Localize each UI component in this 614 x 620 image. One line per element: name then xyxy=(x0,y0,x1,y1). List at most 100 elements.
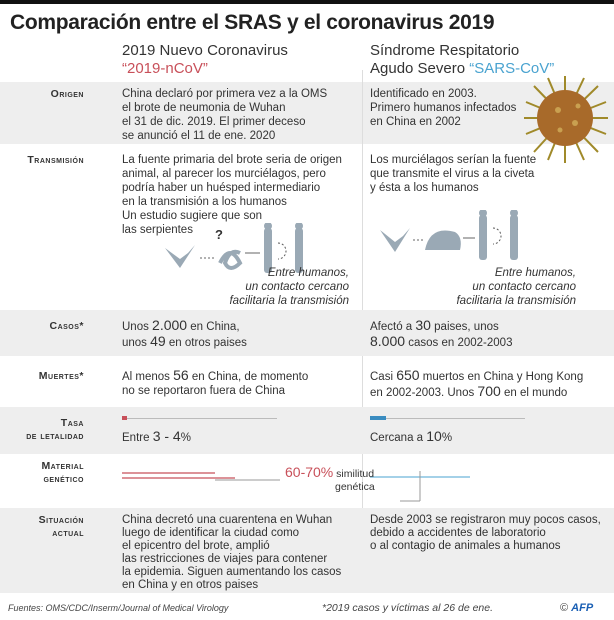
row-label: Material genético xyxy=(41,460,84,486)
text: casos en 2002-2003 xyxy=(405,337,513,349)
transmission-note-ncov: Entre humanos, un contacto cercano facilit… xyxy=(229,266,349,308)
text: Unos xyxy=(122,321,153,333)
row-label: Muertes* xyxy=(38,370,84,382)
human-icon xyxy=(295,228,303,273)
label-line: genético xyxy=(43,473,84,485)
column-title: Síndrome Respitatorio xyxy=(370,42,520,59)
label-line: de letalidad xyxy=(26,430,84,442)
number: 56 xyxy=(173,367,189,383)
number: 700 xyxy=(477,383,501,399)
page-title: Comparación entre el SRAS y el coronavir… xyxy=(10,11,495,34)
text-line: facilitaria la transmisión xyxy=(229,295,349,307)
text-line: un contacto cercano xyxy=(472,281,576,293)
row-casos: Casos* Unos 2.000 en China, unos 49 en o… xyxy=(0,310,614,356)
text: en otros paises xyxy=(165,337,247,349)
text-line: Los murciélagos serían la fuente xyxy=(370,154,537,166)
human-icon xyxy=(264,228,272,273)
text: en China, xyxy=(187,321,240,333)
text-line: Entre humanos, xyxy=(494,267,576,279)
transmision-ncov: La fuente primaria del brote seria de or… xyxy=(122,153,342,237)
text-line: en la transmisión a los humanos xyxy=(122,196,287,208)
transmission-note-sars: Entre humanos, un contacto cercano facilit… xyxy=(456,266,576,308)
text: en China, de momento xyxy=(188,371,309,383)
text-line: y ésta a los humanos xyxy=(370,182,479,194)
text: en el mundo xyxy=(500,387,568,399)
label-line: Material xyxy=(41,460,84,472)
text-line: China decretó una cuarentena en Wuhan xyxy=(122,514,333,526)
transmission-sars-icons xyxy=(380,210,518,260)
text: unos xyxy=(122,337,151,349)
text: Afectó a xyxy=(370,321,416,333)
column-name: “2019-nCoV” xyxy=(122,60,208,77)
genetic-similarity-diagram xyxy=(122,471,470,502)
text-line: podría haber un huésped intermediario xyxy=(122,182,321,194)
label-line: Tasa xyxy=(60,417,84,429)
text-line: Identificado en 2003. xyxy=(370,88,477,100)
text-line: el 31 de dic. 2019. El primer deceso xyxy=(122,116,306,128)
row-tasa: Tasa de letalidad Entre 3 - 4% Cercana a … xyxy=(0,407,614,454)
number: 30 xyxy=(415,317,431,333)
row-muertes: Muertes* Al menos 56 en China, de moment… xyxy=(0,360,614,406)
text: muertos en China y Hong Kong xyxy=(419,371,584,383)
transmission-ncov-icons xyxy=(165,223,303,273)
text: Entre xyxy=(122,432,153,444)
similarity-percent: 60-70% xyxy=(285,464,334,480)
number: 3 - 4 xyxy=(152,428,181,444)
text: no se reportaron fuera de China xyxy=(122,385,286,397)
lethality-bar-ncov xyxy=(122,416,128,420)
number: 10 xyxy=(426,428,442,444)
text-line: La fuente primaria del brote seria de or… xyxy=(122,154,342,166)
text-line: el epicentro del brote, amplió xyxy=(122,540,270,552)
text-line: facilitaria la transmisión xyxy=(456,295,576,307)
row-label: Transmisión xyxy=(27,154,84,166)
label-line: actual xyxy=(52,527,84,539)
column-header-ncov: 2019 Nuevo Coronavirus “2019-nCoV” xyxy=(122,42,288,78)
text-line: luego de identificar la ciudad como xyxy=(122,527,300,539)
sources: Fuentes: OMS/CDC/Inserm/Journal of Medic… xyxy=(8,603,229,613)
muertes-ncov: Al menos 56 en China, de momento no se r… xyxy=(122,368,308,398)
lethality-scale-ncov xyxy=(122,418,277,419)
snake-icon xyxy=(218,249,243,270)
column-title: 2019 Nuevo Coronavirus xyxy=(122,42,288,59)
circular-arrows-icon xyxy=(492,227,502,245)
text-line: en China en 2002 xyxy=(370,116,461,128)
transmision-sars: Los murciélagos serían la fuente que tran… xyxy=(370,153,536,195)
bat-icon xyxy=(165,245,195,268)
text: similitud xyxy=(333,468,375,480)
muertes-sars: Casi 650 muertos en China y Hong Kong en… xyxy=(370,368,583,400)
logo-text: AFP xyxy=(571,602,594,614)
text: Al menos xyxy=(122,371,174,383)
question-mark: ? xyxy=(215,227,223,242)
number: 49 xyxy=(150,333,166,349)
text-line: la epidemia. Siguen aumentando los casos xyxy=(122,566,342,578)
text-line: las serpientes xyxy=(122,224,193,236)
column-header-sars: Síndrome Respitatorio Agudo Severo “SARS… xyxy=(370,42,554,78)
text-line: se anunció el 11 de ene. 2020 xyxy=(122,130,276,142)
text-line: Un estudio sugiere que son xyxy=(122,210,263,222)
row-label: Casos* xyxy=(49,320,84,332)
top-bar xyxy=(0,0,614,4)
row-label: Situación actual xyxy=(39,514,84,540)
row-origen: Origen China declaró por primera vez a l… xyxy=(0,82,614,144)
text-line: China declaró por primera vez a la OMS xyxy=(122,88,328,100)
similarity-label: 60-70% similitud xyxy=(285,465,374,481)
text-line: animal, al parecer los murciélagos, pero xyxy=(122,168,326,180)
text: % xyxy=(180,432,191,444)
situacion-sars: Desde 2003 se registraron muy pocos caso… xyxy=(370,514,601,553)
text: % xyxy=(441,432,453,444)
origen-sars: Identificado en 2003. Primero humanos inf… xyxy=(370,87,516,129)
text-line: Primero humanos infectados xyxy=(370,102,517,114)
row-transmision: Transmisión La fuente primaria del brote… xyxy=(0,148,614,308)
text: en 2002-2003. Unos xyxy=(370,387,478,399)
casos-sars: Afectó a 30 paises, unos 8.000 casos en … xyxy=(370,318,512,350)
row-situacion: Situación actual China decretó una cuaren… xyxy=(0,508,614,593)
text-line: Entre humanos, xyxy=(267,267,349,279)
number: 2.000 xyxy=(152,317,188,333)
civet-icon xyxy=(425,230,461,250)
text: Casi xyxy=(370,371,397,383)
column-title-2: Agudo Severo xyxy=(370,60,466,77)
origen-ncov: China declaró por primera vez a la OMS el… xyxy=(122,87,327,143)
casos-ncov: Unos 2.000 en China, unos 49 en otros pa… xyxy=(122,318,247,350)
text: Cercana a xyxy=(370,432,427,444)
row-material: Material genético 60-70% similitud genéti… xyxy=(0,455,614,507)
